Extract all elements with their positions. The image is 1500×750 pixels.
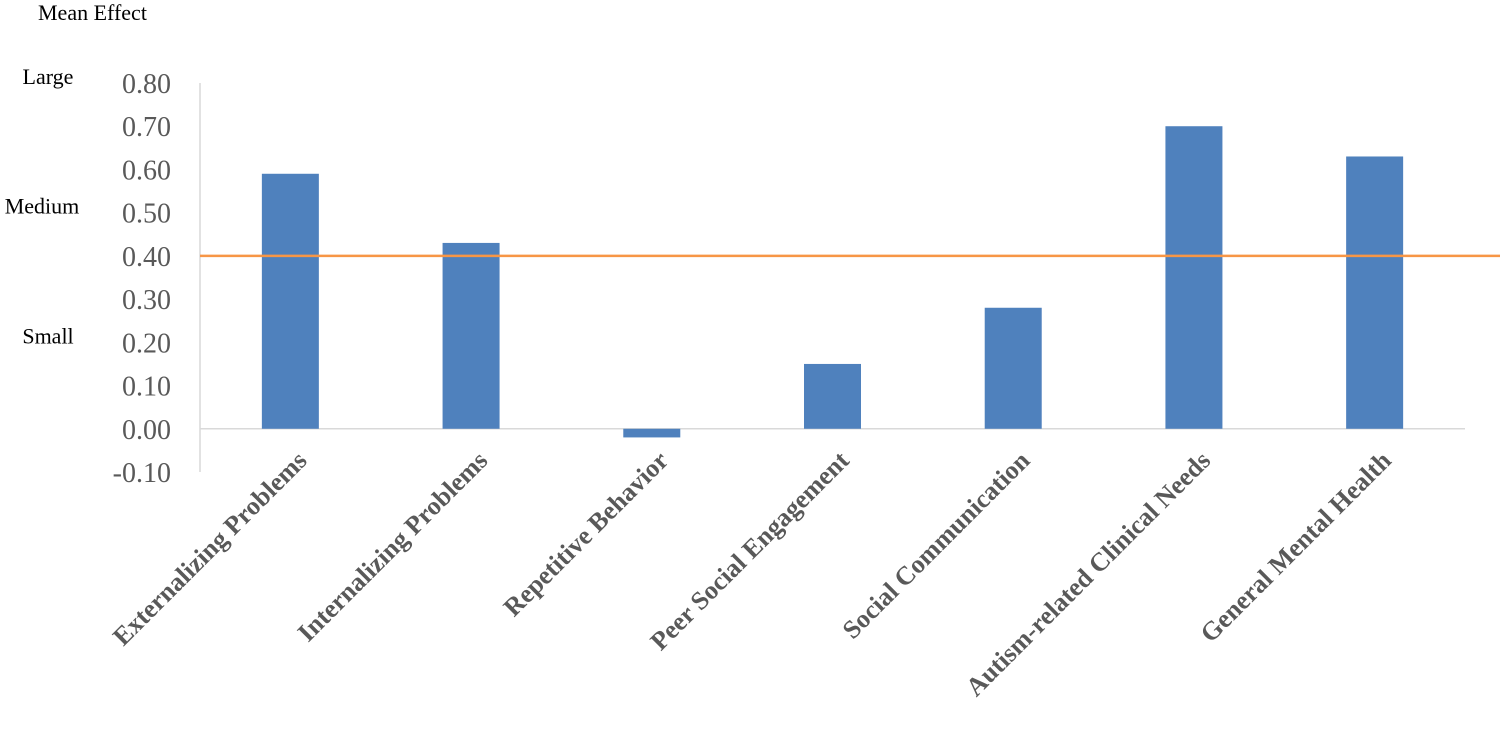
y-tick-label: 0.80 <box>122 69 171 100</box>
bar <box>1165 126 1223 429</box>
x-category-label: Social Communication <box>837 445 1036 644</box>
y-tick-label: -0.10 <box>113 458 171 489</box>
bar <box>1346 156 1404 429</box>
y-axis-title: Mean Effect <box>38 0 147 25</box>
x-category-label: Repetitive Behavior <box>498 446 674 622</box>
y-tick-label: 0.10 <box>122 372 171 403</box>
y-tick-label: 0.70 <box>122 112 171 143</box>
y-tick-label: 0.00 <box>122 415 171 446</box>
y-tick-label: 0.40 <box>122 242 171 273</box>
x-category-label: Peer Social Engagement <box>645 445 855 655</box>
bar <box>261 173 319 429</box>
effect-size-annotations: Large Medium Small <box>5 64 80 348</box>
y-axis-ticks: 0.80 0.70 0.60 0.50 0.40 0.30 0.20 0.10 0.00 -0.1… <box>113 69 171 489</box>
bar <box>442 242 500 429</box>
y-tick-label: 0.20 <box>122 328 171 359</box>
effect-size-label: Medium <box>5 194 80 219</box>
x-category-label: Internalizing Problems <box>292 446 493 647</box>
effect-size-label: Large <box>23 64 74 89</box>
y-tick-label: 0.60 <box>122 155 171 186</box>
effect-size-label: Small <box>22 323 73 348</box>
bar <box>804 363 861 429</box>
y-tick-label: 0.50 <box>122 199 171 230</box>
bar-series <box>261 126 1404 438</box>
bar <box>984 307 1042 429</box>
y-tick-label: 0.30 <box>122 285 171 316</box>
bar <box>623 428 681 438</box>
x-category-label: General Mental Health <box>1195 445 1398 648</box>
